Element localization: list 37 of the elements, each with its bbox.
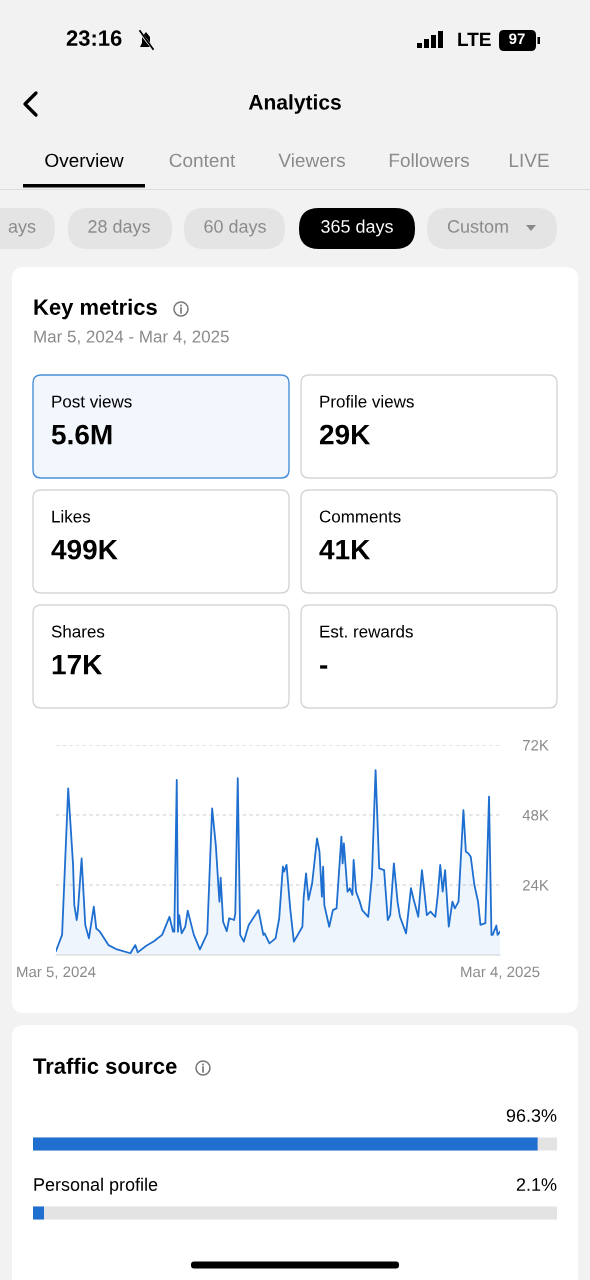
- category-label: Est. rewards: [320, 625, 413, 638]
- text: 28 days: [88, 219, 150, 237]
- text: 29K: [319, 424, 371, 445]
- text: 60 days: [204, 219, 266, 237]
- text: Viewers: [278, 153, 345, 168]
- text: 23:16: [66, 30, 122, 46]
- text: Custom: [447, 220, 508, 233]
- category-label: Comments: [319, 510, 401, 523]
- text: 41K: [319, 539, 371, 560]
- text: Mar 5, 2024 - Mar 4, 2025: [34, 330, 229, 345]
- data-label: 2.1%: [516, 1178, 557, 1191]
- text: 97: [509, 33, 525, 45]
- text: Analytics: [248, 94, 341, 114]
- category-label: Shares: [51, 625, 105, 638]
- text: Followers: [389, 153, 469, 168]
- text: Overview: [45, 153, 124, 168]
- y-tick-label: 72K: [522, 739, 549, 751]
- text: Content: [169, 153, 236, 168]
- category-label: Profile views: [320, 395, 414, 408]
- x-tick-label: Mar 5, 2024: [17, 966, 96, 979]
- text: LIVE: [509, 153, 549, 167]
- text: 499K: [51, 539, 118, 560]
- text: LTE: [458, 32, 491, 46]
- text: Key metrics: [34, 298, 157, 320]
- text: 5.6M: [51, 424, 112, 445]
- category-label: Post views: [52, 395, 132, 408]
- chart-title: Traffic source: [33, 1057, 177, 1074]
- text: 365 days: [321, 219, 393, 237]
- y-tick-label: Personal profile: [34, 1177, 158, 1195]
- y-tick-label: 24K: [522, 879, 549, 891]
- category-label: Likes: [52, 510, 91, 523]
- text: ays: [8, 222, 36, 237]
- y-tick-label: 48K: [522, 809, 549, 821]
- data-label: 96.3%: [506, 1109, 557, 1122]
- x-tick-label: Mar 4, 2025: [461, 966, 540, 979]
- text: -: [320, 665, 328, 669]
- text: 17K: [52, 654, 103, 675]
